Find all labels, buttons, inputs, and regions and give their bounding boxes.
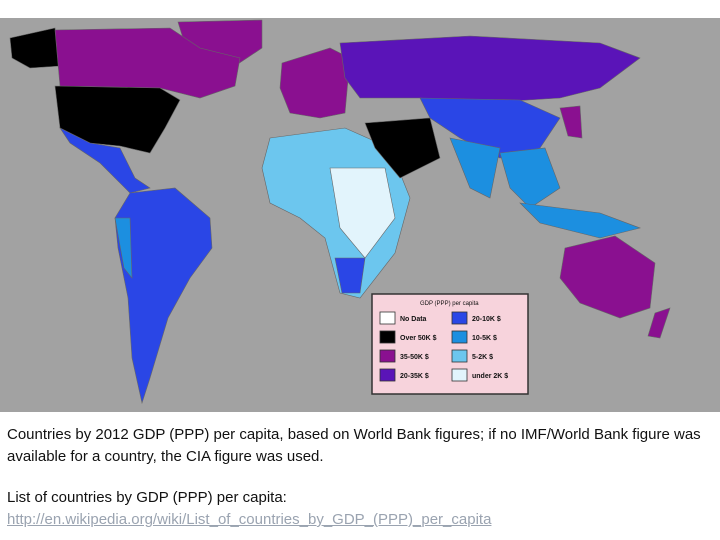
caption-description: Countries by 2012 GDP (PPP) per capita, … bbox=[7, 426, 701, 465]
legend-swatch bbox=[451, 311, 468, 325]
caption: Countries by 2012 GDP (PPP) per capita, … bbox=[7, 424, 707, 531]
legend-swatch bbox=[379, 330, 396, 344]
peru bbox=[114, 217, 133, 279]
legend-label: 20-10K $ bbox=[472, 316, 501, 323]
world-map: GDP (PPP) per capita No Data Over 50K $ 35… bbox=[0, 18, 720, 412]
arabia bbox=[364, 117, 441, 179]
legend-label: under 2K $ bbox=[472, 373, 508, 380]
southern-africa bbox=[334, 257, 366, 294]
legend-label: 20-35K $ bbox=[400, 373, 429, 380]
south-america bbox=[114, 187, 213, 405]
legend-label: 10-5K $ bbox=[472, 335, 497, 342]
legend-swatch bbox=[379, 311, 396, 325]
europe bbox=[279, 47, 351, 119]
mexico-central-america bbox=[59, 127, 151, 194]
india bbox=[449, 137, 501, 199]
indonesia bbox=[519, 202, 642, 239]
legend: GDP (PPP) per capita No Data Over 50K $ 35… bbox=[371, 293, 529, 395]
australia bbox=[559, 235, 656, 319]
caption-link[interactable]: http://en.wikipedia.org/wiki/List_of_cou… bbox=[7, 511, 492, 528]
legend-swatch bbox=[451, 330, 468, 344]
legend-swatch bbox=[451, 368, 468, 382]
south-east-asia bbox=[499, 147, 561, 209]
legend-swatch bbox=[379, 349, 396, 363]
alaska bbox=[9, 27, 61, 69]
legend-label: Over 50K $ bbox=[400, 335, 437, 342]
legend-swatch bbox=[379, 368, 396, 382]
legend-swatch bbox=[451, 349, 468, 363]
legend-label: No Data bbox=[400, 316, 427, 323]
legend-label: 5-2K $ bbox=[472, 354, 493, 361]
japan bbox=[559, 105, 583, 139]
central-africa bbox=[329, 167, 396, 259]
caption-link-intro: List of countries by GDP (PPP) per capit… bbox=[7, 489, 287, 506]
legend-label: 35-50K $ bbox=[400, 354, 429, 361]
russia bbox=[339, 35, 641, 104]
new-zealand bbox=[647, 307, 671, 339]
legend-box bbox=[371, 293, 529, 395]
land bbox=[9, 19, 671, 405]
legend-title: GDP (PPP) per capita bbox=[420, 301, 479, 307]
